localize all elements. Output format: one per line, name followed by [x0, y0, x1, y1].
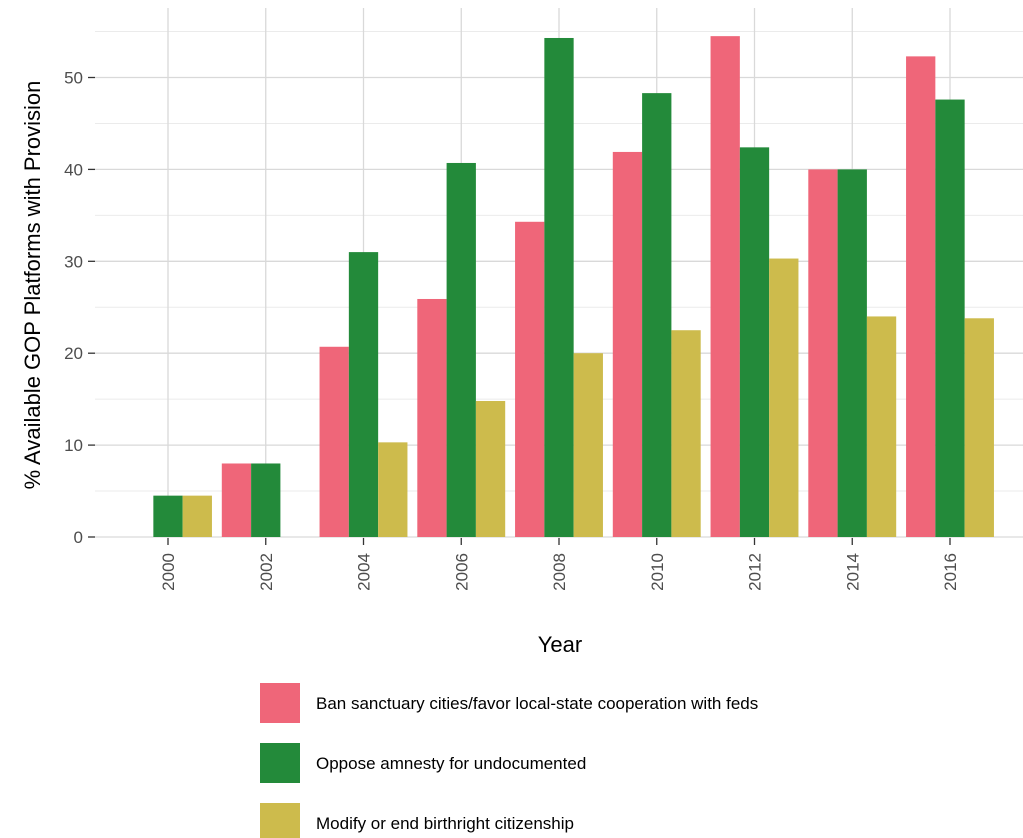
bar: [612, 151, 643, 537]
bar: [153, 495, 183, 537]
bar: [866, 316, 897, 537]
legend-swatch: [260, 683, 300, 723]
bar: [710, 36, 740, 538]
bar: [319, 346, 349, 537]
y-tick-label: 30: [64, 252, 83, 271]
y-tick-label: 0: [74, 528, 83, 547]
y-axis-ticks: 0 10 20 30 40 50: [64, 69, 95, 547]
x-tick-label: 2014: [843, 553, 862, 591]
x-tick-label: 2016: [941, 553, 960, 591]
x-tick-label: 2002: [257, 553, 276, 591]
y-tick-label: 40: [64, 160, 83, 179]
bar: [671, 330, 701, 537]
bar: [251, 463, 281, 537]
bar: [417, 298, 447, 537]
x-tick-label: 2008: [550, 553, 569, 591]
legend-label: Modify or end birthright citizenship: [316, 814, 574, 833]
bar: [221, 463, 252, 537]
bar: [935, 99, 965, 537]
legend: Ban sanctuary cities/favor local-state c…: [260, 683, 758, 838]
bars: [153, 36, 994, 538]
bar: [642, 93, 672, 538]
x-axis-ticks: 2000 2002 2004 2006 2008 2010 2012 2014 2016: [159, 538, 960, 591]
x-tick-label: 2006: [452, 553, 471, 591]
x-tick-label: 2000: [159, 553, 178, 591]
y-tick-label: 10: [64, 436, 83, 455]
y-tick-label: 20: [64, 344, 83, 363]
legend-swatch: [260, 803, 300, 838]
legend-label: Ban sanctuary cities/favor local-state c…: [316, 694, 758, 713]
x-axis-title: Year: [538, 632, 582, 657]
bar: [515, 221, 545, 537]
bar: [808, 169, 838, 537]
legend-label: Oppose amnesty for undocumented: [316, 754, 586, 773]
bar: [182, 495, 212, 537]
y-tick-label: 50: [64, 69, 83, 88]
bar: [378, 442, 408, 537]
bar: [348, 252, 379, 538]
bar: [573, 353, 603, 537]
bar: [906, 56, 936, 537]
bar: [769, 258, 799, 537]
y-axis-title: % Available GOP Platforms with Provision: [20, 81, 45, 490]
bar: [837, 169, 867, 537]
x-tick-label: 2012: [746, 553, 765, 591]
bar: [475, 400, 506, 537]
x-tick-label: 2010: [648, 553, 667, 591]
bar: [446, 162, 476, 538]
legend-swatch: [260, 743, 300, 783]
bar: [739, 147, 770, 537]
bar: [544, 37, 574, 537]
bar: [964, 318, 994, 537]
x-tick-label: 2004: [355, 553, 374, 591]
